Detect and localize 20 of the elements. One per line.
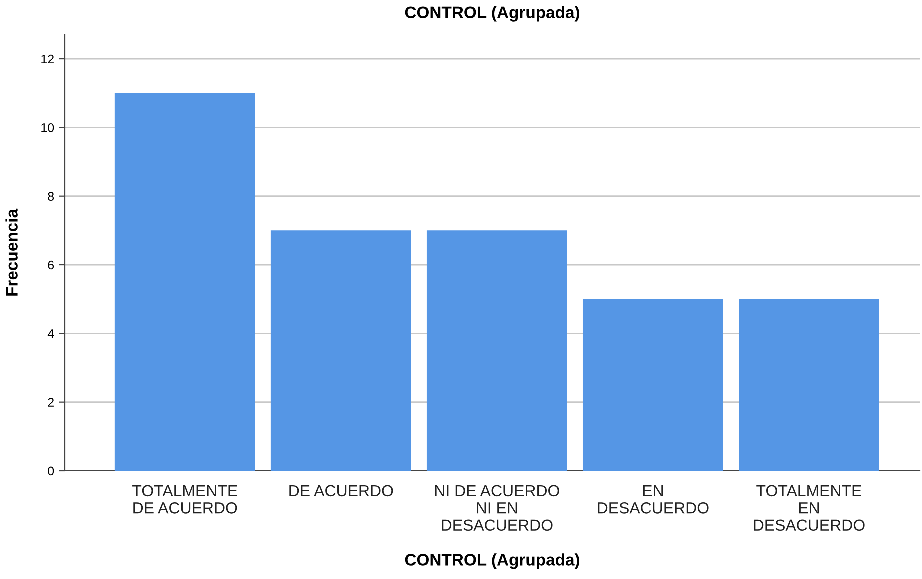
x-axis-title: CONTROL (Agrupada) — [405, 554, 580, 570]
x-tick-label: TOTALMENTE EN DESACUERDO — [754, 485, 865, 532]
chart-title: CONTROL (Agrupada) — [405, 6, 580, 22]
y-axis-title: Frecuencia — [6, 208, 18, 296]
y-tick-label: 6 — [48, 260, 54, 270]
y-tick-label: 10 — [42, 123, 54, 132]
y-tick-label: 12 — [42, 54, 54, 64]
x-tick-label: DE ACUERDO — [290, 485, 394, 497]
y-tick-label: 2 — [48, 398, 54, 407]
y-tick-label: 8 — [48, 192, 54, 202]
bar — [270, 230, 412, 471]
y-tick-label: 4 — [48, 330, 54, 338]
bar — [582, 299, 724, 471]
bar — [426, 230, 568, 471]
y-tick-label: 0 — [48, 466, 54, 476]
x-tick-label: TOTALMENTE DE ACUERDO — [132, 485, 238, 514]
bar — [114, 93, 256, 471]
x-tick-label: EN DESACUERDO — [598, 485, 709, 514]
x-tick-label: NI DE ACUERDO NI EN DESACUERDO — [435, 485, 560, 532]
bar — [739, 299, 880, 471]
